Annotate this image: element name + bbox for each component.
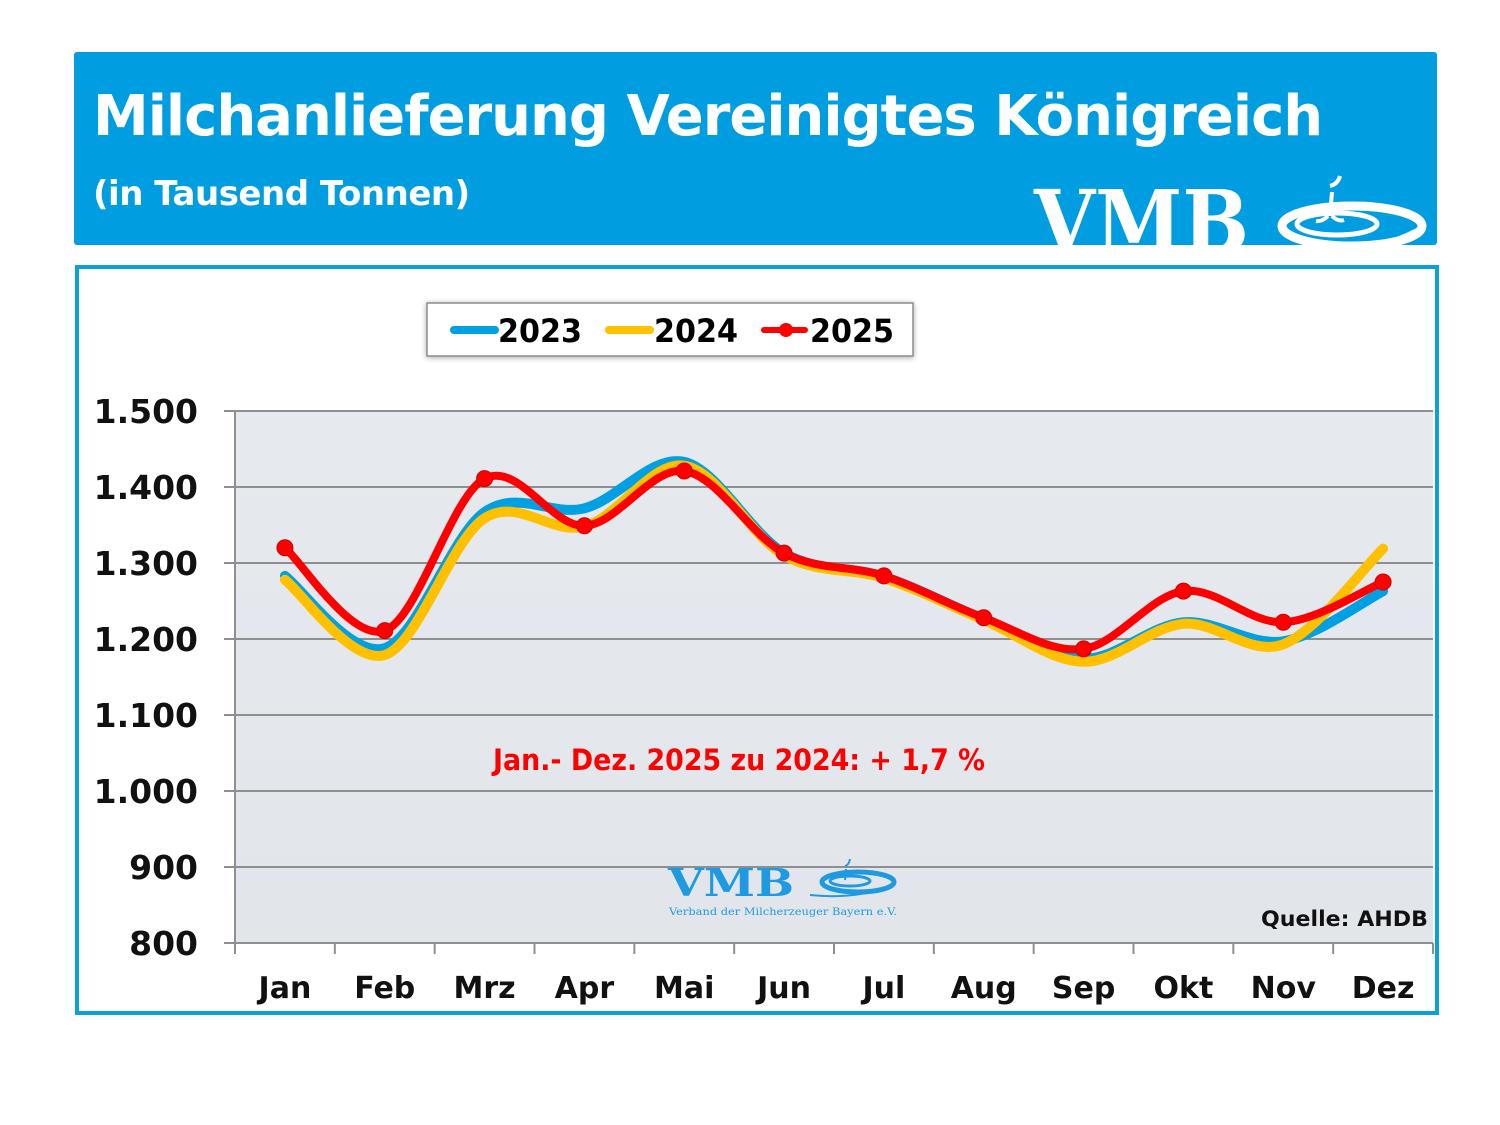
x-tick-label: Dez	[1352, 971, 1415, 1006]
y-tick-label: 900	[129, 848, 198, 887]
x-tick-label: Apr	[555, 971, 615, 1006]
x-axis-tick-labels: Jan Feb Mrz Apr Mai Jun Jul Aug Sep Okt Nov Dez	[257, 971, 1415, 1006]
series-2025	[276, 462, 1392, 658]
vmb-watermark: VMB Verband der Milcherzeuger Bayern e.V…	[667, 858, 897, 918]
x-axis	[234, 411, 1434, 954]
watermark-tagline: Verband der Milcherzeuger Bayern e.V.	[668, 906, 897, 918]
x-tick-label: Mrz	[454, 971, 516, 1006]
gridlines	[224, 410, 1433, 944]
legend-label-2025: 2025	[810, 312, 894, 350]
data-point-2025-Mrz[interactable]	[476, 470, 494, 488]
legend-marker-2025	[779, 323, 793, 337]
watermark-swirl-icon	[809, 858, 897, 898]
x-tick-label: Aug	[951, 971, 1017, 1006]
legend	[426, 302, 914, 357]
watermark-logo-text: VMB	[667, 860, 794, 905]
comparison-annotation: Jan.- Dez. 2025 zu 2024: + 1,7 %	[491, 743, 985, 777]
data-point-2025-Jul[interactable]	[875, 567, 893, 585]
data-point-2025-Jan[interactable]	[276, 539, 294, 557]
legend-item-2024[interactable]: 2024	[605, 312, 738, 350]
data-point-2025-Sep[interactable]	[1075, 640, 1093, 658]
x-tick-label: Feb	[354, 971, 415, 1006]
y-tick-label: 1.500	[94, 392, 198, 431]
y-tick-label: 1.300	[94, 544, 198, 583]
y-axis-tick-labels: 800 900 1.000 1.100 1.200 1.300 1.400 1.500	[94, 392, 198, 963]
data-point-2025-Dez[interactable]	[1374, 573, 1392, 591]
x-tick-label: Jun	[755, 971, 811, 1006]
source-label: Quelle: AHDB	[1261, 907, 1428, 931]
data-point-2025-Jun[interactable]	[775, 544, 793, 562]
legend-label-2023: 2023	[498, 312, 582, 350]
data-point-2025-Okt[interactable]	[1174, 582, 1192, 600]
legend-items: 2023 2024 2025	[450, 312, 894, 350]
x-tick-label: Mai	[654, 971, 714, 1006]
x-tick-label: Nov	[1251, 971, 1317, 1006]
chart-title: Milchanlieferung Vereinigtes Königreich	[93, 84, 1323, 149]
legend-label-2024: 2024	[654, 312, 738, 350]
series-lines	[276, 456, 1392, 667]
data-point-2025-Nov[interactable]	[1274, 613, 1292, 631]
header-banner: Milchanlieferung Vereinigtes Königreich …	[74, 52, 1437, 245]
data-point-2025-Feb[interactable]	[376, 622, 394, 640]
data-point-2025-Mai[interactable]	[675, 462, 693, 480]
y-tick-label: 800	[129, 924, 198, 963]
x-tick-label: Okt	[1154, 971, 1214, 1006]
data-point-2025-Aug[interactable]	[975, 609, 993, 627]
y-tick-label: 1.200	[94, 620, 198, 659]
milk-drop-swirl-icon	[1277, 175, 1427, 245]
y-tick-label: 1.100	[94, 696, 198, 735]
x-tick-label: Jan	[257, 971, 312, 1006]
legend-box	[426, 302, 914, 357]
y-tick-label: 1.000	[94, 772, 198, 811]
chart-subtitle: (in Tausend Tonnen)	[93, 174, 470, 214]
legend-item-2025[interactable]: 2025	[761, 312, 894, 350]
y-tick-label: 1.400	[94, 468, 198, 507]
vmb-logo: VMB	[1033, 172, 1427, 245]
legend-item-2023[interactable]: 2023	[450, 312, 582, 350]
plot-area	[235, 411, 1433, 943]
vmb-logo-text: VMB	[1033, 172, 1249, 245]
x-tick-label: Jul	[861, 971, 906, 1006]
data-point-2025-Apr[interactable]	[575, 517, 593, 535]
x-tick-label: Sep	[1052, 971, 1115, 1006]
